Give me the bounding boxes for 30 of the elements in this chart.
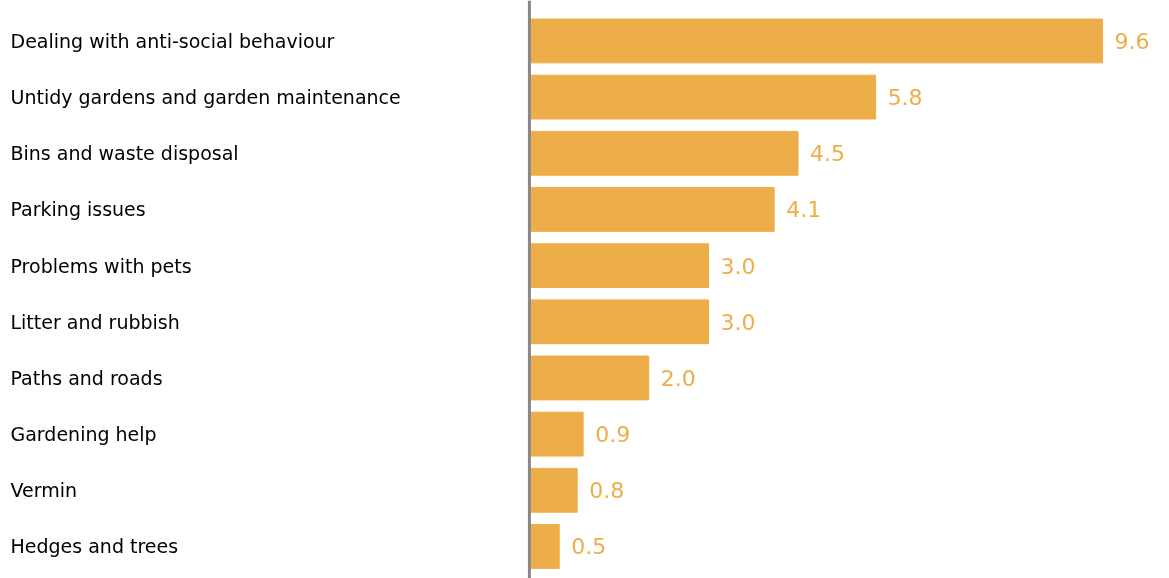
data-label: 0.5 — [571, 534, 607, 560]
data-label: 0.9 — [595, 422, 631, 448]
data-label: 3.0 — [720, 309, 756, 335]
y-tick-label: Problems with pets — [10, 254, 192, 277]
y-tick-label: Hedges and trees — [10, 535, 179, 558]
bar — [528, 130, 799, 176]
bar — [528, 524, 560, 569]
data-label: 3.0 — [720, 253, 756, 279]
bar — [528, 243, 709, 289]
y-tick-label: Gardening help — [10, 423, 157, 446]
y-tick-label: Bins and waste disposal — [10, 142, 239, 165]
bar — [528, 299, 709, 345]
data-label: 5.8 — [887, 85, 923, 111]
y-tick-label: Litter and rubbish — [10, 310, 180, 333]
y-tick-label: Paths and roads — [10, 366, 163, 389]
bar — [528, 355, 650, 401]
bar — [528, 18, 1103, 64]
bar — [528, 74, 877, 120]
y-tick-label: Vermin — [10, 479, 78, 502]
y-tick-label: Parking issues — [10, 198, 146, 221]
data-label: 4.5 — [810, 141, 846, 167]
bar — [528, 467, 578, 513]
bar — [528, 187, 775, 232]
data-label: 0.8 — [589, 478, 625, 504]
data-label: 4.1 — [786, 197, 822, 223]
data-label: 2.0 — [660, 365, 696, 391]
data-label: 9.6 — [1114, 28, 1150, 54]
y-tick-label: Dealing with anti-social behaviour — [10, 29, 335, 52]
bar — [528, 411, 584, 457]
y-tick-label: Untidy gardens and garden maintenance — [10, 86, 401, 109]
